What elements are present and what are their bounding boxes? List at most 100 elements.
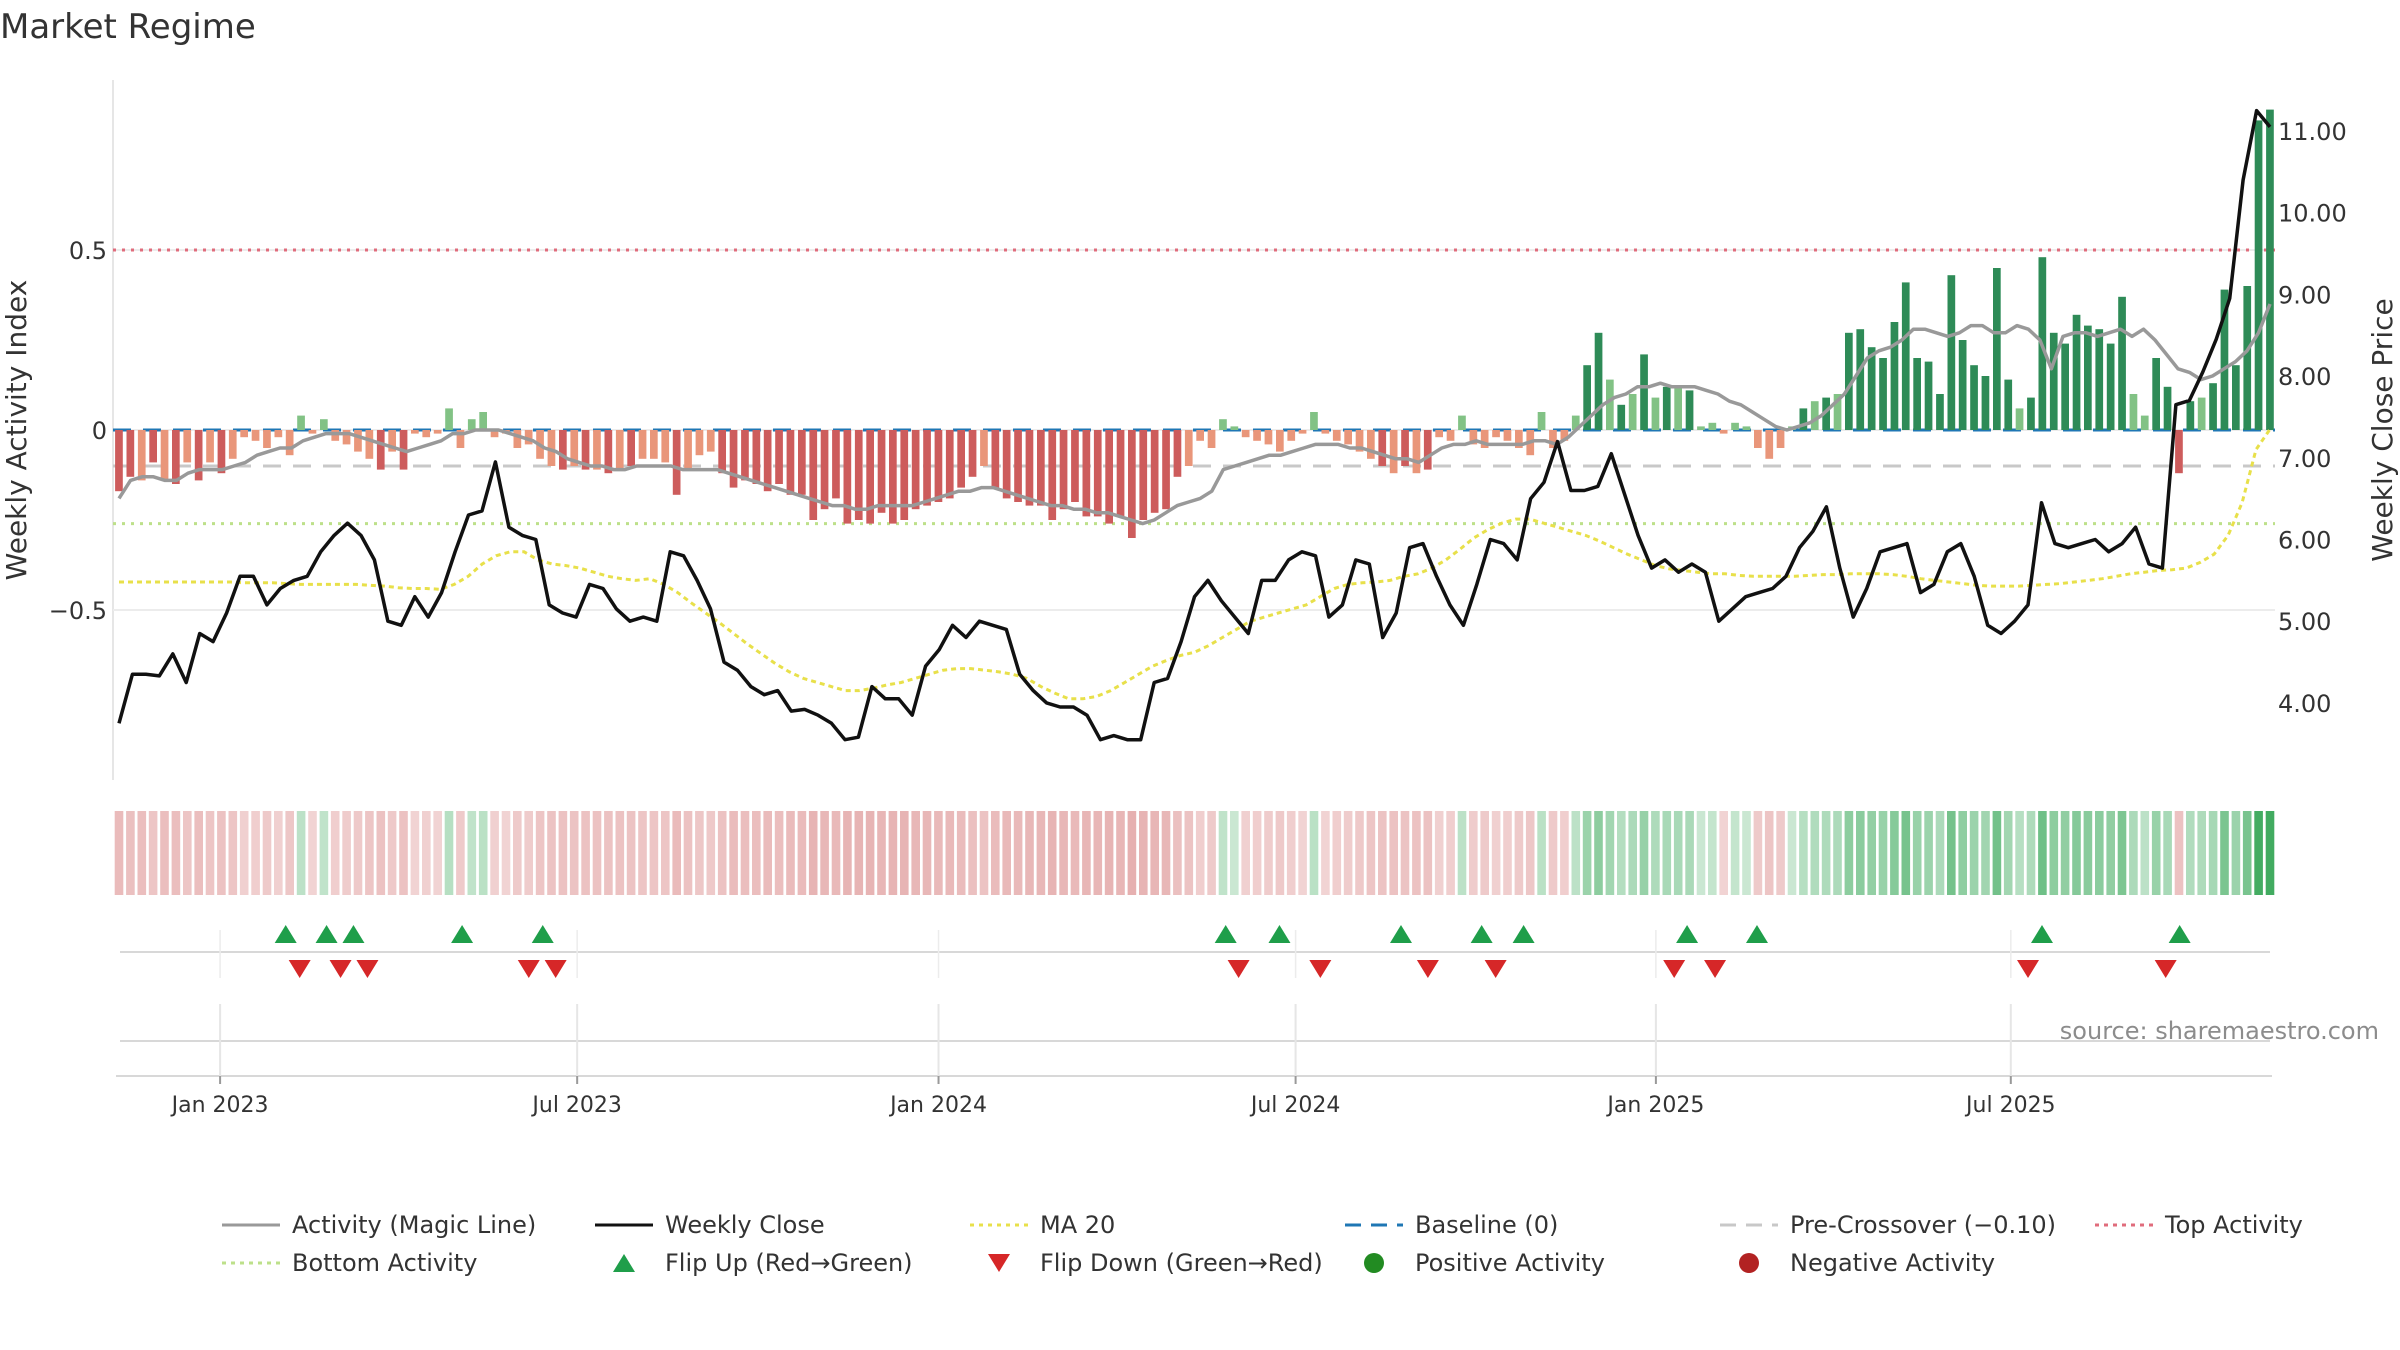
- activity-bar: [1332, 430, 1341, 441]
- regime-cell: [1104, 811, 1114, 895]
- activity-bar: [2072, 314, 2081, 430]
- activity-bar: [251, 430, 260, 441]
- activity-bar: [1606, 379, 1614, 430]
- regime-cell: [1389, 811, 1398, 895]
- regime-cell: [239, 811, 249, 895]
- regime-cell: [2038, 811, 2047, 895]
- regime-cell: [1867, 811, 1876, 895]
- regime-cell: [1286, 811, 1296, 895]
- activity-bar: [183, 430, 192, 463]
- regime-cell: [1935, 811, 1945, 895]
- flip-up-marker: [2168, 925, 2191, 943]
- legend-item: MA 20: [970, 1211, 1115, 1239]
- regime-cell: [467, 811, 477, 895]
- flip-down-marker: [329, 960, 352, 978]
- x-tick-label: Jan 2023: [170, 1093, 269, 1118]
- regime-cell: [387, 811, 397, 895]
- activity-bar: [1776, 430, 1785, 448]
- regime-cell: [752, 811, 761, 895]
- activity-bar: [1810, 401, 1819, 430]
- regime-cell: [2163, 811, 2172, 895]
- regime-cell: [478, 811, 488, 895]
- activity-bar: [354, 430, 362, 452]
- activity-bar: [581, 430, 590, 470]
- regime-cell: [194, 811, 203, 895]
- activity-bar: [991, 430, 1000, 488]
- activity-bar: [115, 430, 123, 492]
- regime-cell: [1412, 811, 1421, 895]
- activity-bar: [843, 430, 852, 524]
- regime-cell: [422, 811, 431, 895]
- activity-bar: [1537, 412, 1546, 430]
- legend-dot-icon: [1364, 1253, 1384, 1273]
- regime-cell: [1856, 811, 1865, 895]
- activity-bar: [957, 430, 965, 488]
- activity-bar: [1367, 430, 1375, 459]
- activity-bar: [263, 430, 271, 448]
- regime-cell: [251, 811, 260, 895]
- regime-cell: [592, 811, 602, 895]
- regime-cell: [217, 811, 226, 895]
- right-tick-label: 7.00: [2278, 445, 2331, 473]
- source-note: source: sharemaestro.com: [2060, 1017, 2379, 1045]
- activity-bar: [388, 430, 396, 452]
- activity-bar: [2140, 415, 2149, 430]
- regime-cell: [1560, 811, 1569, 895]
- activity-bar: [1321, 430, 1330, 434]
- activity-bar: [297, 415, 305, 430]
- activity-bar: [1014, 430, 1022, 502]
- activity-bar: [559, 430, 567, 470]
- regime-cell: [1298, 811, 1307, 895]
- regime-cell: [137, 811, 147, 895]
- left-tick-label: −0.5: [49, 597, 107, 625]
- activity-bar: [228, 430, 237, 459]
- magic-line-series: [117, 303, 2272, 526]
- activity-bar: [1401, 430, 1409, 466]
- activity-bar: [1674, 386, 1682, 430]
- regime-cell: [1844, 811, 1854, 895]
- activity-bar: [1230, 426, 1239, 430]
- activity-bar: [1515, 430, 1523, 448]
- activity-bar: [1458, 415, 1466, 430]
- activity-bar: [2266, 109, 2274, 430]
- activity-bar: [1128, 430, 1136, 538]
- activity-bar: [1059, 430, 1068, 510]
- activity-bar: [1947, 275, 1956, 430]
- regime-cell: [228, 811, 238, 895]
- activity-bar: [1879, 358, 1887, 430]
- activity-bar: [331, 430, 340, 441]
- right-tick-label: 10.00: [2278, 200, 2347, 228]
- activity-bar: [752, 430, 761, 484]
- regime-cell: [2129, 811, 2138, 895]
- regime-cell: [922, 811, 932, 895]
- regime-cell: [1571, 811, 1581, 895]
- regime-cell: [865, 811, 875, 895]
- regime-cell: [456, 811, 465, 895]
- activity-bar: [2152, 358, 2160, 430]
- chart-title: Market Regime: [0, 7, 256, 47]
- activity-bar: [1640, 354, 1648, 430]
- flip-up-marker: [1745, 925, 1768, 943]
- regime-cell: [1195, 811, 1205, 895]
- activity-bar: [1025, 430, 1034, 506]
- activity-bar: [1412, 430, 1421, 474]
- activity-bar: [172, 430, 180, 484]
- regime-cell: [501, 811, 511, 895]
- regime-cell: [1673, 811, 1683, 895]
- regime-cell: [558, 811, 568, 895]
- regime-cell: [274, 811, 283, 895]
- regime-cell: [2140, 811, 2150, 895]
- activity-bar: [285, 430, 294, 456]
- right-tick-label: 5.00: [2278, 608, 2331, 636]
- activity-bar: [194, 430, 203, 481]
- activity-bar: [1765, 430, 1774, 459]
- regime-cell: [1093, 811, 1103, 895]
- regime-cell: [2083, 811, 2093, 895]
- regime-cell: [1605, 811, 1615, 895]
- activity-bar: [320, 419, 328, 430]
- main-panel: 0.5 0 −0.5 11.00 10.00 9.00 8.00 7.00 6.00 5.00 4…: [0, 80, 2399, 780]
- activity-bar: [2232, 365, 2240, 430]
- activity-bar: [2049, 332, 2058, 430]
- x-axis-ticks: Jan 2023 Jul 2023 Jan 2024 Jul 2024 Jan 2025…: [170, 930, 2056, 1118]
- regime-cell: [490, 811, 499, 895]
